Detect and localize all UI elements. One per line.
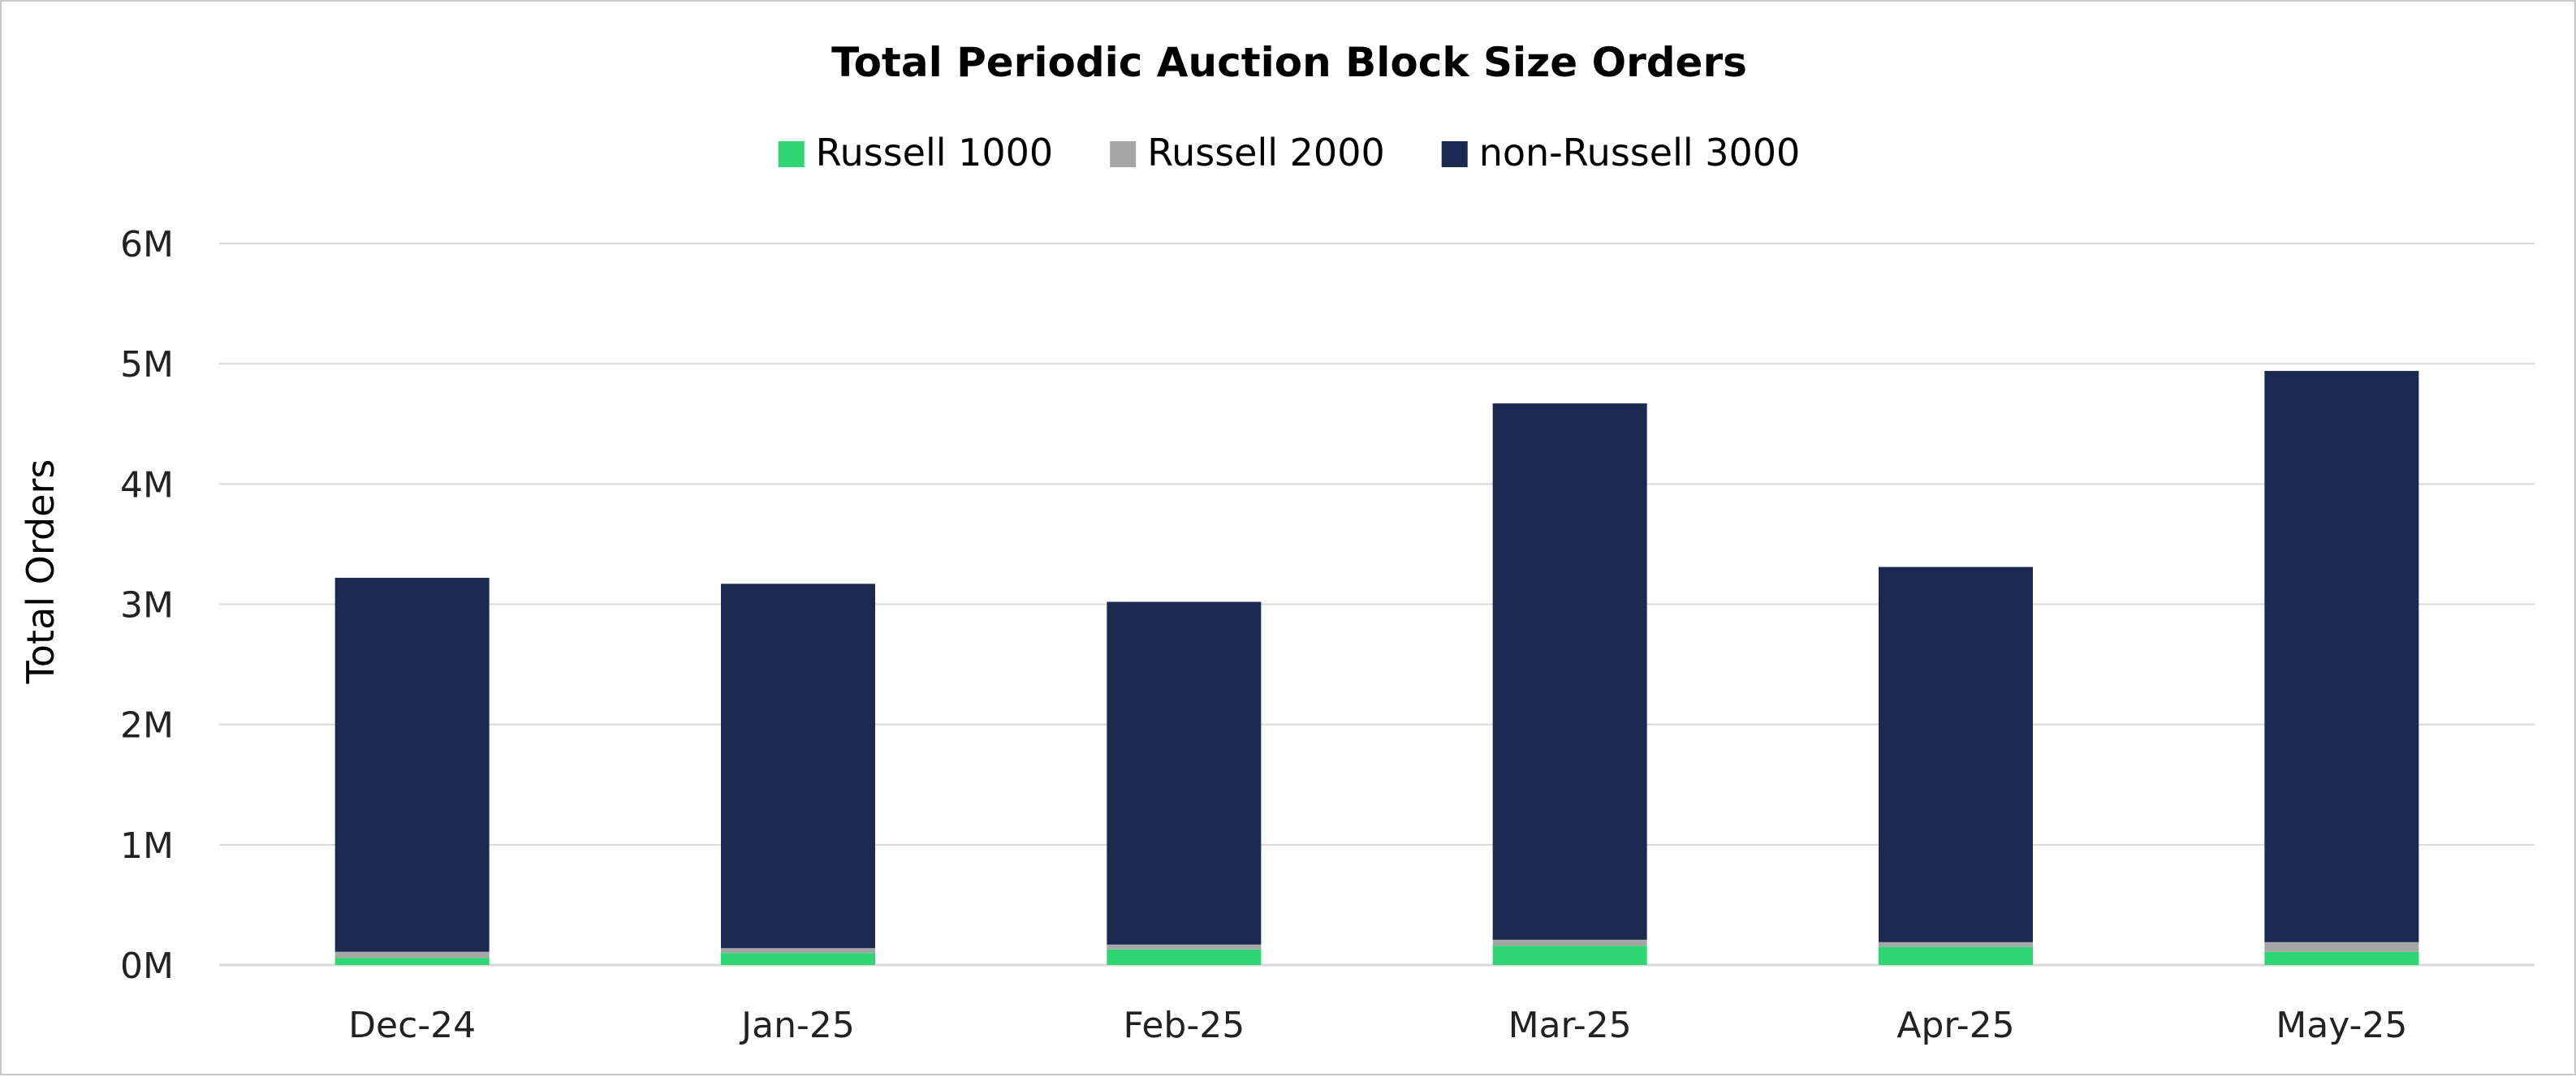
bar-russell-2000-mar-25 <box>1492 939 1647 946</box>
legend-swatch <box>1110 141 1137 167</box>
bar-russell-1000-dec-24 <box>334 958 490 965</box>
legend-label: Russell 2000 <box>1147 131 1385 174</box>
bar-russell-1000-apr-25 <box>1879 946 2033 965</box>
chart-title: Total Periodic Auction Block Size Orders <box>831 39 1747 86</box>
x-tick-label: Mar-25 <box>1508 1005 1632 1046</box>
bar-russell-2000-apr-25 <box>1879 941 2033 947</box>
legend-label: Russell 1000 <box>816 131 1054 174</box>
bar-russell-1000-jan-25 <box>721 953 875 965</box>
x-tick-label: Jan-25 <box>739 1005 855 1046</box>
y-tick-label: 5M <box>120 344 174 386</box>
legend-item-russell-1000: Russell 1000 <box>778 131 1054 174</box>
x-tick-label: Dec-24 <box>348 1005 476 1046</box>
bar-non-russell-3000-may-25 <box>2264 371 2419 942</box>
bar-russell-2000-feb-25 <box>1107 944 1262 950</box>
y-tick-label: 0M <box>120 946 174 987</box>
bar-russell-2000-may-25 <box>2264 941 2419 952</box>
gridlines <box>219 243 2535 967</box>
legend-swatch <box>1441 141 1468 167</box>
y-tick-label: 3M <box>120 585 174 627</box>
bar-russell-2000-jan-25 <box>721 948 875 954</box>
bars <box>334 371 2419 965</box>
y-axis-label: Total Orders <box>19 459 63 685</box>
y-tick-label: 2M <box>120 705 174 747</box>
legend-item-non-russell-3000: non-Russell 3000 <box>1441 131 1801 174</box>
y-tick-label: 6M <box>120 224 174 265</box>
bar-russell-1000-may-25 <box>2264 951 2419 965</box>
bar-non-russell-3000-dec-24 <box>334 577 490 952</box>
y-tick-labels: 0M 1M 2M 3M 4M 5M 6M <box>120 224 174 987</box>
bar-russell-1000-mar-25 <box>1492 946 1647 965</box>
bar-russell-1000-feb-25 <box>1107 949 1262 965</box>
x-tick-label: Feb-25 <box>1123 1005 1245 1046</box>
bar-non-russell-3000-jan-25 <box>721 584 875 949</box>
legend-label: non-Russell 3000 <box>1479 131 1801 174</box>
bar-non-russell-3000-mar-25 <box>1492 403 1647 940</box>
x-tick-label: May-25 <box>2276 1005 2407 1046</box>
bar-non-russell-3000-apr-25 <box>1879 567 2033 942</box>
x-tick-labels: Dec-24 Jan-25 Feb-25 Mar-25 Apr-25 May-25 <box>348 1005 2407 1046</box>
y-tick-label: 1M <box>120 825 174 867</box>
bar-non-russell-3000-feb-25 <box>1107 601 1262 945</box>
bar-russell-2000-dec-24 <box>334 951 490 959</box>
legend: Russell 1000 Russell 2000 non-Russell 3000 <box>778 131 1801 174</box>
legend-swatch <box>778 141 805 167</box>
x-tick-label: Apr-25 <box>1896 1005 2014 1046</box>
legend-item-russell-2000: Russell 2000 <box>1110 131 1385 174</box>
y-tick-label: 4M <box>120 464 174 506</box>
